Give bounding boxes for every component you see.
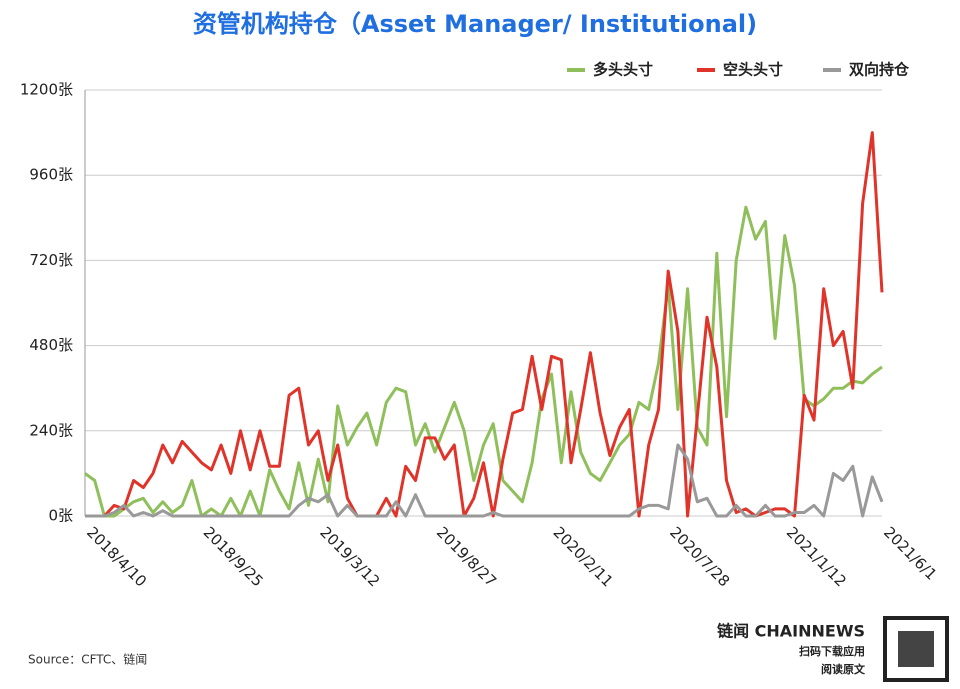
chart-title: 资管机构持仓（Asset Manager/ Institutional) bbox=[193, 10, 757, 38]
brand-line: 扫码下载应用 bbox=[799, 644, 865, 658]
series-line bbox=[85, 131, 884, 518]
series-line bbox=[85, 443, 884, 518]
x-tick-label: 2021/6/1 bbox=[880, 523, 940, 583]
series-line bbox=[84, 205, 883, 518]
y-tick-label: 0张 bbox=[48, 507, 73, 525]
x-tick-label: 2020/7/28 bbox=[666, 523, 733, 590]
source: Source：CFTC、链闻 bbox=[28, 652, 147, 667]
x-tick-label: 2019/8/27 bbox=[433, 523, 500, 590]
brand-line: 阅读原文 bbox=[821, 662, 866, 676]
x-tick-label: 2019/3/12 bbox=[316, 523, 383, 590]
y-tick-label: 1200张 bbox=[20, 81, 73, 99]
y-tick-label: 960张 bbox=[29, 166, 73, 184]
qr-code[interactable] bbox=[883, 616, 949, 682]
x-tick-label: 2020/2/11 bbox=[550, 523, 617, 590]
brand: 链闻 CHAINNEWS bbox=[717, 622, 865, 641]
legend-label: 空头头寸 bbox=[723, 61, 783, 79]
y-tick-label: 720张 bbox=[29, 251, 73, 269]
legend-label: 多头头寸 bbox=[593, 61, 653, 79]
x-tick-label: 2018/9/25 bbox=[200, 523, 267, 590]
y-tick-label: 480张 bbox=[29, 336, 73, 354]
y-tick-label: 240张 bbox=[29, 421, 73, 439]
x-tick-label: 2021/1/12 bbox=[783, 523, 850, 590]
x-tick-label: 2018/4/10 bbox=[83, 523, 150, 590]
qr-code-inner bbox=[898, 631, 934, 667]
legend-label: 双向持仓 bbox=[849, 61, 910, 79]
